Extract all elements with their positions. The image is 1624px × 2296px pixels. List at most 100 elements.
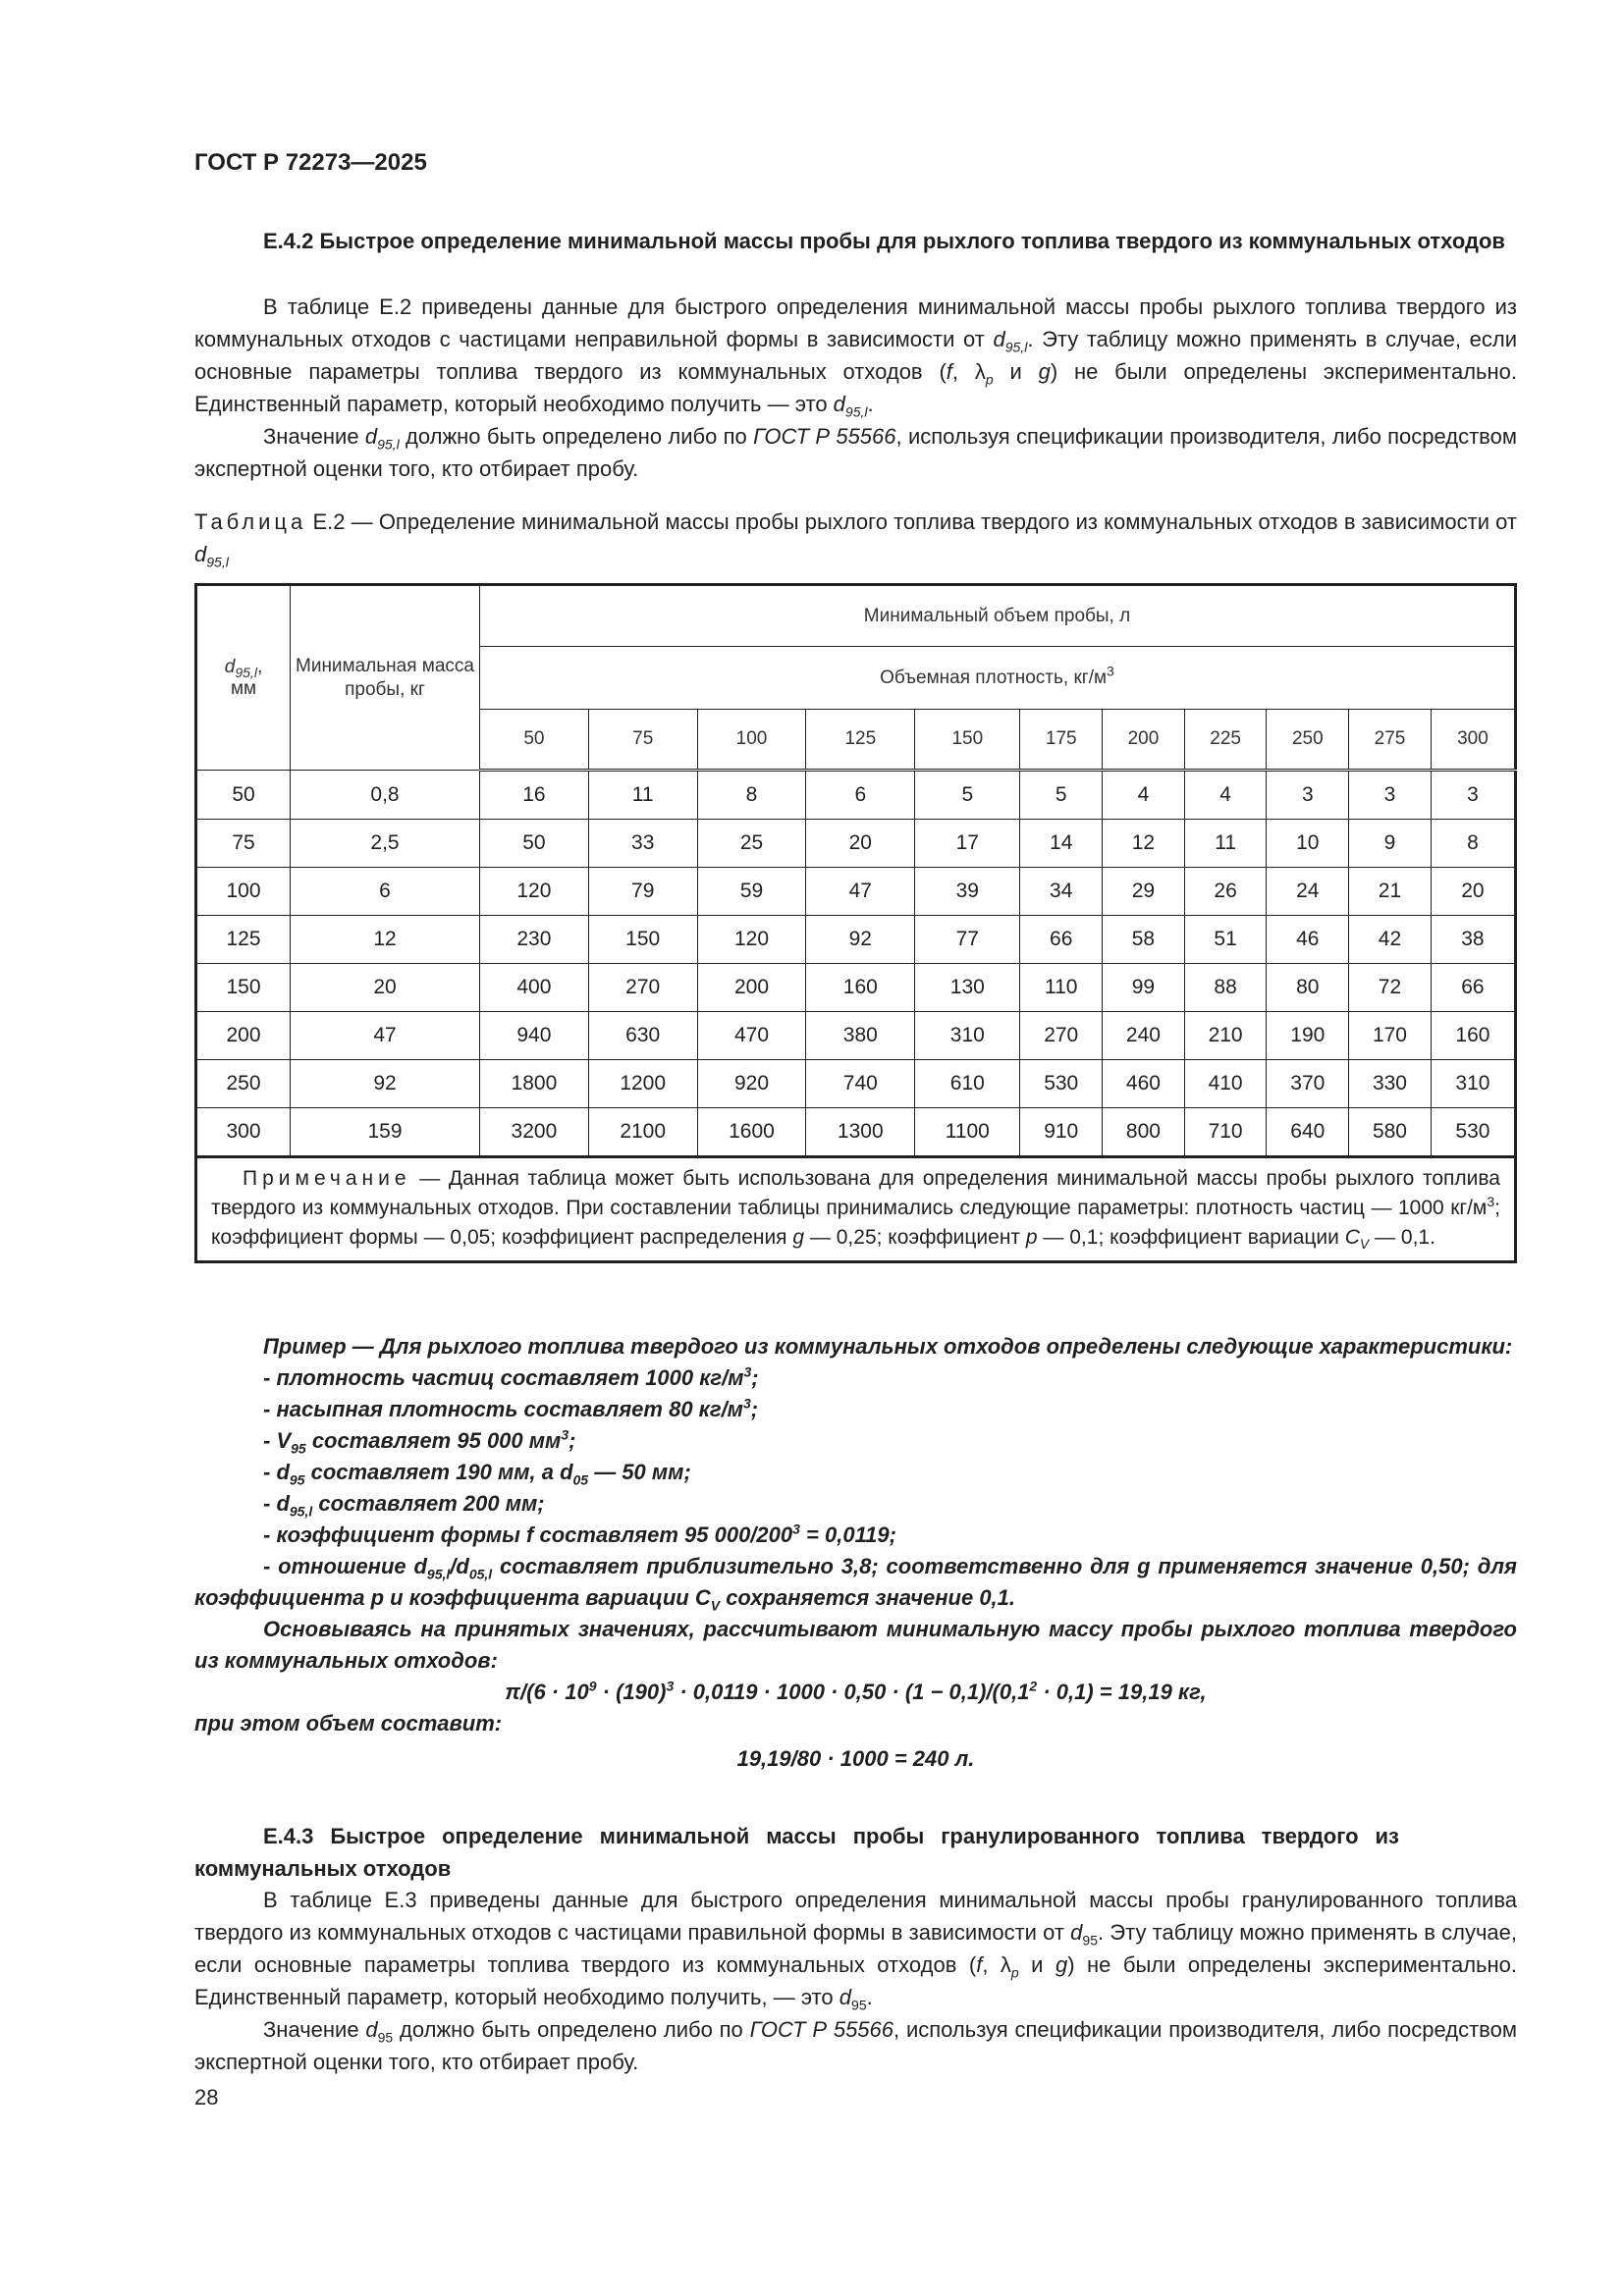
document-title: ГОСТ Р 72273—2025: [194, 149, 427, 176]
text-segment: d: [833, 392, 845, 416]
text-segment: и: [993, 359, 1039, 384]
text-segment: d: [839, 1985, 852, 2009]
text-segment: 95,l: [377, 436, 400, 453]
text-segment: π/(6 · 10: [505, 1680, 589, 1704]
table-caption-label: Таблица: [194, 509, 307, 534]
cell-volume: 1600: [696, 1107, 807, 1157]
text-segment: — 0,1.: [1369, 1226, 1435, 1249]
cell-volume: 42: [1348, 915, 1432, 964]
text-segment: 2: [1029, 1678, 1038, 1694]
text-segment: 95: [851, 1997, 867, 2013]
cell-volume: 410: [1183, 1059, 1268, 1108]
cell-volume: 920: [696, 1059, 807, 1108]
cell-volume: 51: [1183, 915, 1268, 964]
text-segment: мм: [230, 677, 257, 699]
text-segment: d: [1070, 1920, 1083, 1945]
example-list-item: - V95 составляет 95 000 мм3;: [194, 1425, 1517, 1457]
density-header-cell: 200: [1102, 709, 1185, 772]
section-heading-e42: Е.4.2 Быстрое определение минимальной ма…: [263, 229, 1505, 253]
text-segment: ) не были определены экспериментально. Е…: [194, 359, 1517, 416]
cell-mass: 92: [290, 1059, 480, 1108]
cell-d95: 125: [195, 915, 291, 964]
text-segment: d: [194, 542, 207, 566]
note-label: Примечание: [243, 1167, 411, 1190]
cell-volume: 34: [1019, 867, 1104, 916]
cell-volume: 310: [1430, 1059, 1517, 1108]
text-segment: 3: [792, 1521, 800, 1537]
text-segment: · 0,1) = 19,19 кг,: [1037, 1680, 1207, 1704]
text-segment: g: [1038, 359, 1051, 384]
cell-volume: 740: [805, 1059, 916, 1108]
text-segment: должно быть определено либо по: [393, 2017, 750, 2042]
cell-volume: 80: [1266, 963, 1350, 1012]
cell-d95: 75: [195, 819, 291, 868]
cell-volume: 940: [479, 1011, 589, 1060]
text-segment: g: [792, 1226, 805, 1249]
cell-volume: 33: [587, 819, 698, 868]
table-caption: Таблица Е.2 — Определение минимальной ма…: [194, 506, 1517, 570]
text-segment: · (190): [596, 1680, 667, 1704]
col-header-d95: d95,l, мм: [195, 584, 291, 771]
cell-volume: 88: [1183, 963, 1268, 1012]
cell-d95: 50: [195, 770, 291, 820]
example-intro: Пример — Для рыхлого топлива твердого из…: [263, 1334, 1513, 1359]
cell-volume: 370: [1266, 1059, 1350, 1108]
cell-volume: 5: [1019, 770, 1104, 820]
text-segment: .: [866, 1985, 873, 2009]
cell-volume: 230: [479, 915, 589, 964]
cell-mass: 20: [290, 963, 480, 1012]
example-list-item: - коэффициент формы f составляет 95 000/…: [194, 1520, 1517, 1551]
density-header-cell: 275: [1348, 709, 1432, 772]
cell-volume: 8: [696, 770, 807, 820]
cell-volume: 50: [479, 819, 589, 868]
cell-volume: 130: [914, 963, 1021, 1012]
density-header-cell: 175: [1019, 709, 1104, 772]
text-segment: ;: [751, 1365, 759, 1390]
text-segment: сохраняется значение 0,1.: [720, 1585, 1016, 1610]
density-header-cell: 300: [1430, 709, 1517, 772]
text-segment: /d: [450, 1554, 469, 1578]
cell-volume: 3: [1266, 770, 1350, 820]
formula-mass: π/(6 · 109 · (190)3 · 0,0119 · 1000 · 0,…: [194, 1677, 1517, 1708]
density-header-row: 50 75 100 125 150 175 200 225 250 275 300: [196, 709, 1517, 772]
example-list-item: - насыпная плотность составляет 80 кг/м3…: [194, 1394, 1517, 1425]
text-segment: 3: [742, 1395, 751, 1412]
cell-volume: 460: [1102, 1059, 1185, 1108]
cell-volume: 640: [1266, 1107, 1350, 1157]
cell-volume: 8: [1430, 819, 1517, 868]
cell-volume: 39: [914, 867, 1021, 916]
cell-d95: 150: [195, 963, 291, 1012]
text-segment: 95: [377, 2029, 394, 2046]
cell-volume: 59: [696, 867, 807, 916]
text-segment: 3: [1487, 1194, 1495, 1209]
text-segment: 3: [561, 1426, 569, 1443]
text-segment: 95,l: [426, 1566, 451, 1582]
text-segment: - отношение d: [263, 1554, 427, 1578]
text-segment: составляет 95 000 мм: [305, 1428, 562, 1453]
text-segment: В таблице Е.2 приведены данные для быстр…: [194, 294, 1517, 351]
cell-volume: 530: [1019, 1059, 1104, 1108]
cell-volume: 11: [1183, 819, 1268, 868]
text-segment: . Эту таблицу можно применять в случае, …: [194, 327, 1517, 384]
density-header-cell: 150: [914, 709, 1021, 772]
text-segment: Объемная плотность, кг/м: [880, 667, 1108, 688]
density-header-cell: 250: [1266, 709, 1350, 772]
cell-volume: 160: [805, 963, 916, 1012]
table-row: 75 2,5 50 33 25 20 17 14 12 11 10 9 8: [195, 819, 1517, 868]
cell-volume: 58: [1102, 915, 1185, 964]
cell-volume: 72: [1348, 963, 1432, 1012]
example-list-item: - плотность частиц составляет 1000 кг/м3…: [194, 1362, 1517, 1394]
cell-volume: 66: [1430, 963, 1517, 1012]
cell-volume: 400: [479, 963, 589, 1012]
text-segment: p: [985, 371, 994, 388]
text-segment: 95,l: [1004, 339, 1028, 355]
text-segment: , λ: [982, 1952, 1011, 1977]
example-list-item: - d95 составляет 190 мм, а d05 — 50 мм;: [194, 1457, 1517, 1488]
cell-volume: 26: [1183, 867, 1268, 916]
text-segment: 95: [291, 1440, 306, 1457]
text-segment: составляет 200 мм;: [312, 1491, 545, 1516]
text-segment: 95,l: [235, 664, 257, 680]
cell-volume: 5: [914, 770, 1021, 820]
table-row: 300 159 3200 2100 1600 1300 1100 910 800 710 640 58…: [195, 1107, 1517, 1157]
cell-volume: 66: [1019, 915, 1104, 964]
